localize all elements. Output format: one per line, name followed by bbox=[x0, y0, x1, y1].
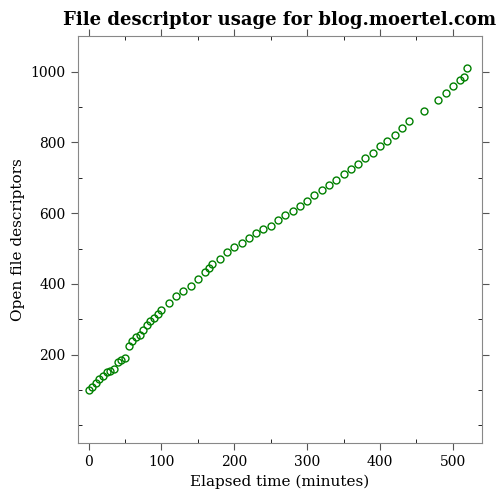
Title: File descriptor usage for blog.moertel.com: File descriptor usage for blog.moertel.c… bbox=[63, 11, 496, 29]
Y-axis label: Open file descriptors: Open file descriptors bbox=[11, 158, 25, 321]
X-axis label: Elapsed time (minutes): Elapsed time (minutes) bbox=[190, 474, 370, 489]
